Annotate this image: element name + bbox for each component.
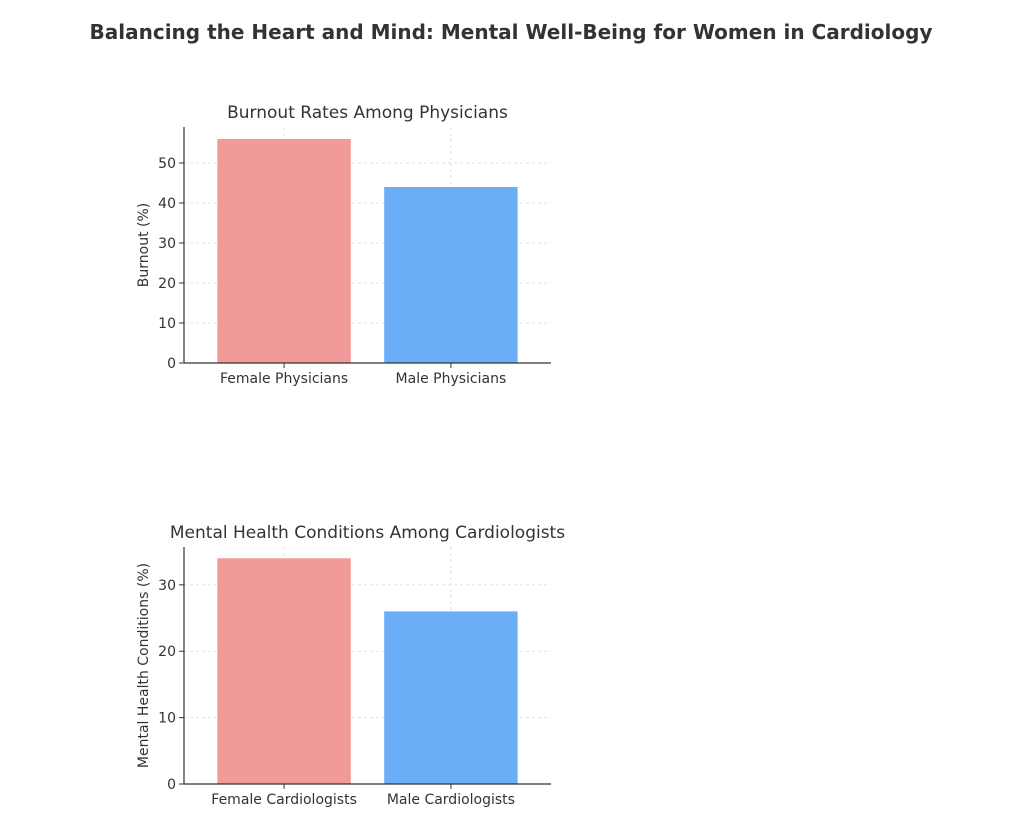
bar-female-cardiologists — [217, 558, 351, 784]
y-tick-label: 50 — [158, 156, 176, 172]
y-axis-label: Burnout (%) — [136, 203, 152, 287]
burnout-chart: 0 10 20 30 40 50 Female Physicians Male Physici… — [136, 103, 551, 387]
figure-title: Balancing the Heart and Mind: Mental Wel… — [89, 20, 933, 44]
x-tick-label: Female Physicians — [220, 371, 348, 387]
y-tick-label: 10 — [158, 711, 176, 727]
chart-title: Burnout Rates Among Physicians — [227, 103, 508, 123]
y-tick-label: 0 — [167, 356, 176, 372]
mental-health-chart: 0 10 20 30 Female Cardiologists Male Cardiolo… — [136, 523, 565, 808]
x-tick-label: Female Cardiologists — [211, 792, 357, 808]
bar-male-cardiologists — [384, 611, 518, 784]
y-tick-label: 20 — [158, 644, 176, 660]
y-tick-label: 30 — [158, 236, 176, 252]
y-tick-label: 30 — [158, 578, 176, 594]
y-tick-label: 40 — [158, 196, 176, 212]
y-axis-label: Mental Health Conditions (%) — [136, 563, 152, 768]
bar-male-physicians — [384, 187, 518, 363]
bar-female-physicians — [217, 139, 351, 363]
x-tick-label: Male Physicians — [396, 371, 507, 387]
x-tick-label: Male Cardiologists — [387, 792, 515, 808]
y-tick-label: 20 — [158, 276, 176, 292]
y-tick-label: 0 — [167, 777, 176, 793]
chart-title: Mental Health Conditions Among Cardiolog… — [170, 523, 565, 543]
y-tick-label: 10 — [158, 316, 176, 332]
